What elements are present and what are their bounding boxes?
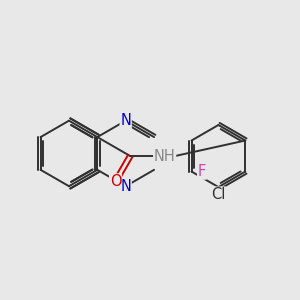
Text: N: N — [120, 179, 131, 194]
Text: F: F — [198, 164, 206, 179]
Text: N: N — [120, 113, 131, 128]
Text: O: O — [110, 174, 121, 189]
Text: NH: NH — [154, 148, 176, 164]
Text: Cl: Cl — [211, 187, 226, 202]
